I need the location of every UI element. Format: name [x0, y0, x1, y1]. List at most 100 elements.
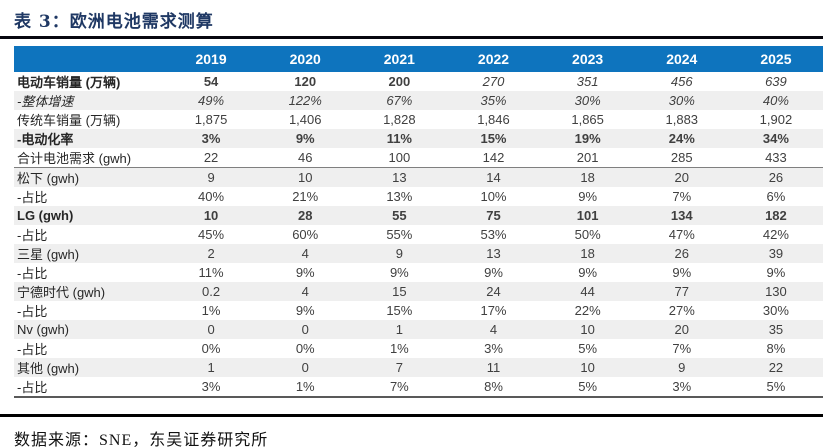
value-cell: 1,875 — [194, 112, 228, 127]
value-cell: 0 — [258, 320, 353, 339]
table-row: -整体增速 49% 122% 67% 35% 30% 30% 40% — [14, 91, 823, 110]
value-cell: 49% — [164, 91, 259, 110]
table-row: -占比 3% 1% 7% 8% 5% 3% 5% — [14, 377, 823, 398]
value-cell: 142 — [446, 148, 541, 168]
table-row: LG (gwh) 10 28 55 75 101 134 182 — [14, 206, 823, 225]
value-cell: 9 — [352, 244, 447, 263]
value-cell: 55 — [352, 206, 447, 225]
value-cell: 19% — [540, 129, 635, 148]
battery-demand-table: 2019 2020 2021 2022 2023 2024 2025 电动车销量 (万辆) 5… — [14, 46, 823, 398]
value-cell: 24 — [446, 282, 541, 301]
value-cell: 8% — [766, 341, 786, 356]
value-cell: 100 — [352, 148, 447, 168]
value-cell: 30% — [540, 91, 635, 110]
table-row: Nv (gwh) 0 0 1 4 10 20 35 — [14, 320, 823, 339]
table-body: 电动车销量 (万辆) 54 120 200 270 351 456 639 -整体增速 49% 12… — [14, 72, 823, 398]
table-row: 合计电池需求 (gwh) 22 46 100 142 201 285 433 — [14, 148, 823, 168]
value-cell: 7% — [672, 341, 692, 356]
value-cell: 1 — [352, 320, 447, 339]
row-label: -占比 — [17, 228, 48, 243]
year-header: 2023 — [540, 46, 635, 72]
value-cell: 15% — [446, 129, 541, 148]
row-label: Nv (gwh) — [14, 320, 164, 339]
value-cell: 54 — [203, 74, 219, 89]
row-label: -电动化率 — [14, 129, 164, 148]
value-cell: 45% — [198, 227, 225, 242]
value-cell: 22 — [728, 358, 823, 377]
value-cell: 182 — [728, 206, 823, 225]
value-cell: 3% — [484, 341, 503, 356]
value-cell: 351 — [576, 74, 599, 89]
value-cell: 5% — [578, 341, 598, 356]
value-cell: 1,902 — [759, 112, 793, 127]
value-cell: 101 — [540, 206, 635, 225]
value-cell: 20 — [634, 167, 729, 187]
value-cell: 18 — [540, 167, 635, 187]
value-cell: 201 — [540, 148, 635, 168]
value-cell: 10 — [540, 320, 635, 339]
value-cell: 34% — [728, 129, 823, 148]
value-cell: 15 — [352, 282, 447, 301]
value-cell: 3% — [634, 377, 729, 398]
value-cell: 1,865 — [571, 112, 604, 127]
value-cell: 77 — [634, 282, 729, 301]
value-cell: 18 — [540, 244, 635, 263]
value-cell: 270 — [482, 74, 505, 89]
row-label: -占比 — [14, 377, 164, 398]
value-cell: 9% — [578, 189, 598, 204]
value-cell: 11% — [352, 129, 447, 148]
value-cell: 9% — [484, 265, 503, 280]
value-cell: 1 — [164, 358, 259, 377]
row-label: 合计电池需求 (gwh) — [14, 148, 164, 168]
value-cell: 1% — [258, 377, 353, 398]
row-label: 传统车销量 (万辆) — [17, 113, 121, 128]
value-cell: 60% — [292, 227, 319, 242]
row-label: -整体增速 — [14, 91, 164, 110]
value-cell: 9 — [164, 167, 259, 187]
value-cell: 1,883 — [665, 112, 699, 127]
value-cell: 2 — [164, 244, 259, 263]
value-cell: 7 — [352, 358, 447, 377]
table-row: -占比 0% 0% 1% 3% 5% 7% 8% — [14, 339, 823, 358]
value-cell: 35 — [728, 320, 823, 339]
value-cell: 22 — [164, 148, 259, 168]
value-cell: 10 — [164, 206, 259, 225]
value-cell: 1% — [201, 303, 221, 318]
value-cell: 27% — [668, 303, 695, 318]
value-cell: 4 — [446, 320, 541, 339]
value-cell: 22% — [574, 303, 601, 318]
value-cell: 4 — [258, 244, 353, 263]
row-label: LG (gwh) — [14, 206, 164, 225]
data-source-note: 数据来源：SNE，东吴证券研究所 — [14, 432, 269, 448]
value-cell: 28 — [258, 206, 353, 225]
table-header: 2019 2020 2021 2022 2023 2024 2025 — [14, 46, 823, 72]
row-label: 三星 (gwh) — [14, 244, 164, 263]
value-cell: 4 — [258, 282, 353, 301]
value-cell: 13 — [352, 167, 447, 187]
value-cell: 47% — [668, 227, 695, 242]
value-cell: 9% — [295, 265, 315, 280]
value-cell: 21% — [292, 189, 319, 204]
value-cell: 14 — [446, 167, 541, 187]
value-cell: 75 — [446, 206, 541, 225]
value-cell: 433 — [728, 148, 823, 168]
value-cell: 456 — [670, 74, 693, 89]
value-cell: 10% — [480, 189, 507, 204]
value-cell: 17% — [480, 303, 507, 318]
value-cell: 10 — [258, 167, 353, 187]
table-row: -占比 40% 21% 13% 10% 9% 7% 6% — [14, 187, 823, 206]
value-cell: 9% — [389, 265, 409, 280]
value-cell: 0% — [295, 341, 315, 356]
value-cell: 9% — [295, 303, 315, 318]
value-cell: 7% — [672, 189, 692, 204]
table-row: 宁德时代 (gwh) 0.2 4 15 24 44 77 130 — [14, 282, 823, 301]
row-label: 松下 (gwh) — [14, 167, 164, 187]
value-cell: 9% — [766, 265, 786, 280]
value-cell: 44 — [540, 282, 635, 301]
caption-divider — [0, 36, 823, 39]
value-cell: 0 — [258, 358, 353, 377]
value-cell: 55% — [386, 227, 413, 242]
value-cell: 9 — [634, 358, 729, 377]
value-cell: 6% — [766, 189, 786, 204]
